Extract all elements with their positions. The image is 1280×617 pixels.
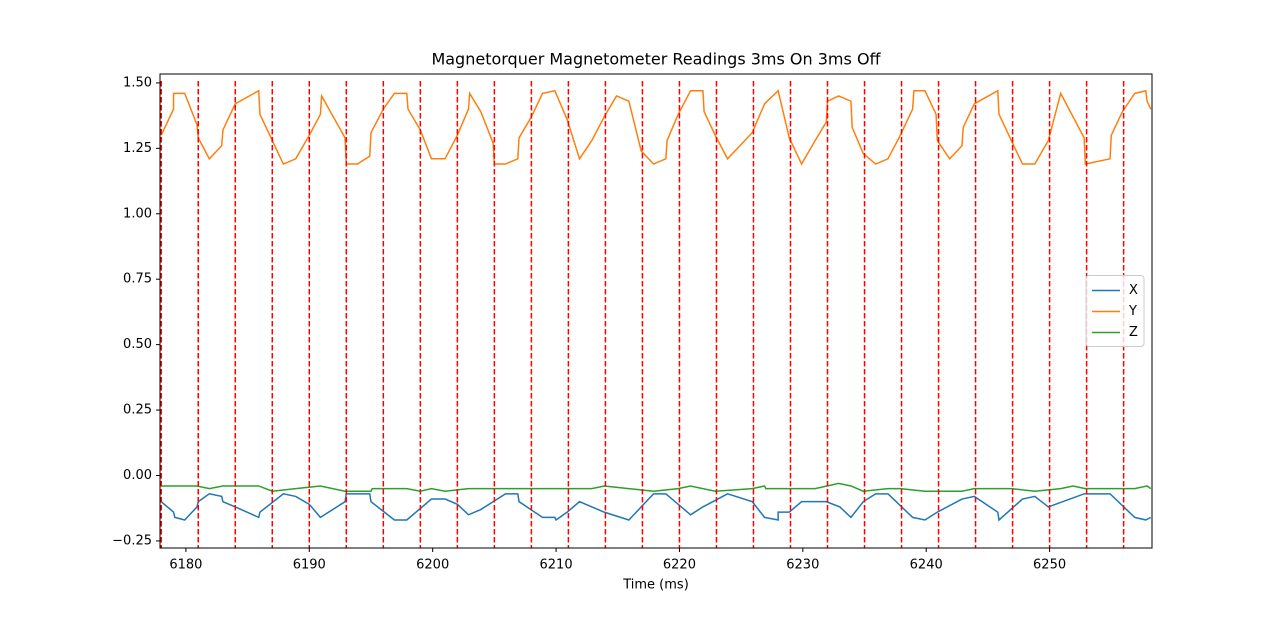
- y-tick-label: 0.50: [123, 337, 152, 352]
- series-line: [160, 89, 1152, 166]
- y-tick-label: 1.25: [123, 141, 152, 156]
- y-tick-label: 0.25: [123, 403, 152, 418]
- x-tick-label: 6190: [293, 558, 326, 573]
- x-axis-label: Time (ms): [622, 578, 689, 593]
- legend-label: Z: [1129, 325, 1138, 340]
- series-line: [160, 493, 1152, 522]
- x-tick-label: 6210: [540, 558, 573, 573]
- y-tick-label: 1.00: [123, 206, 152, 221]
- legend-label: X: [1129, 283, 1138, 298]
- x-tick-label: 6230: [786, 558, 819, 573]
- chart-title: Magnetorquer Magnetometer Readings 3ms O…: [431, 50, 881, 69]
- y-tick-label: 0.75: [123, 272, 152, 287]
- x-tick-label: 6200: [416, 558, 449, 573]
- x-tick-label: 6180: [169, 558, 202, 573]
- x-tick-label: 6250: [1033, 558, 1066, 573]
- y-tick-label: 1.50: [123, 75, 152, 90]
- y-tick-label: 0.00: [123, 468, 152, 483]
- plot-frame: [159, 73, 1153, 549]
- series-line: [161, 482, 1152, 492]
- y-tick-label: −0.25: [112, 533, 152, 548]
- x-tick-label: 6220: [663, 558, 696, 573]
- legend-label: Y: [1128, 304, 1137, 319]
- x-tick-label: 6240: [910, 558, 943, 573]
